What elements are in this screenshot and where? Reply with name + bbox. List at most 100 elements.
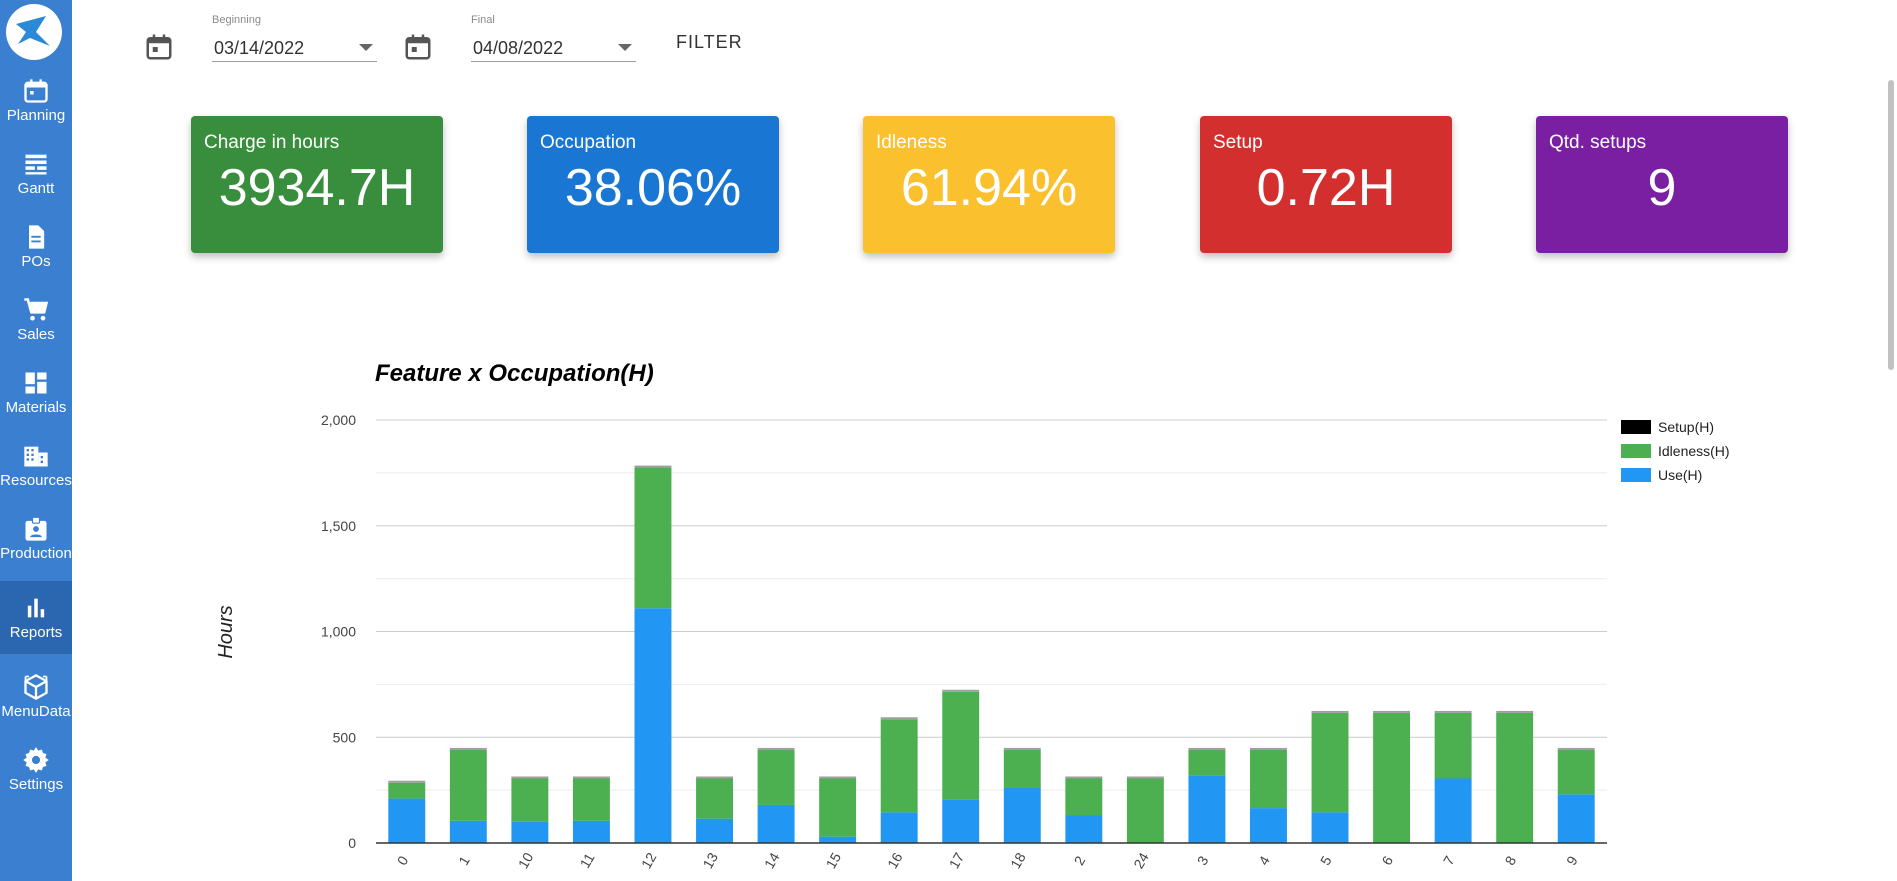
- x-tick-label: 2: [1071, 853, 1089, 868]
- final-calendar-icon[interactable]: [403, 32, 433, 62]
- bar-idlenessh-17[interactable]: [942, 691, 980, 800]
- sidebar-item-label: Reports: [9, 624, 63, 641]
- app-logo[interactable]: [6, 4, 62, 60]
- legend-swatch[interactable]: [1621, 444, 1651, 458]
- page-scrollbar[interactable]: [1888, 80, 1894, 370]
- bar-idlenessh-13[interactable]: [696, 778, 733, 819]
- gear-icon: [23, 747, 49, 773]
- bar-useh-14[interactable]: [757, 804, 795, 843]
- bar-idlenessh-6[interactable]: [1373, 712, 1411, 843]
- legend-label[interactable]: Idleness(H): [1658, 443, 1730, 459]
- bar-useh-3[interactable]: [1188, 775, 1226, 843]
- beginning-date-field[interactable]: Beginning 03/14/2022: [212, 14, 377, 62]
- x-tick-label: 8: [1501, 853, 1519, 868]
- bar-idlenessh-0[interactable]: [388, 782, 426, 799]
- x-tick-label: 1: [455, 853, 473, 868]
- bar-cap: [634, 465, 672, 468]
- final-date-field[interactable]: Final 04/08/2022: [471, 14, 636, 62]
- bar-idlenessh-3[interactable]: [1188, 749, 1226, 776]
- filter-button[interactable]: FILTER: [676, 32, 743, 52]
- bar-cap: [1434, 710, 1472, 713]
- sidebar-item-production[interactable]: Production: [0, 502, 72, 575]
- card-title: Qtd. setups: [1549, 132, 1647, 153]
- sidebar-item-materials[interactable]: Materials: [0, 356, 72, 429]
- x-tick-label: 16: [884, 850, 906, 872]
- bar-idlenessh-5[interactable]: [1311, 712, 1349, 813]
- chevron-down-icon[interactable]: [618, 44, 632, 51]
- bar-idlenessh-24[interactable]: [1126, 778, 1164, 843]
- sidebar-item-reports[interactable]: Reports: [0, 581, 72, 654]
- bar-useh-9[interactable]: [1557, 794, 1595, 843]
- bar-idlenessh-16[interactable]: [880, 719, 918, 813]
- bar-useh-2[interactable]: [1065, 815, 1103, 843]
- sidebar-item-label: MenuData: [1, 703, 71, 720]
- bar-cap: [511, 776, 549, 779]
- legend-swatch[interactable]: [1621, 420, 1651, 434]
- bar-idlenessh-9[interactable]: [1557, 749, 1595, 795]
- card-idleness: Idleness 61.94%: [863, 116, 1115, 253]
- bar-cap: [880, 717, 918, 720]
- beginning-calendar-icon[interactable]: [144, 32, 174, 62]
- legend-label[interactable]: Use(H): [1658, 467, 1702, 483]
- bar-useh-17[interactable]: [942, 799, 980, 843]
- sidebar-item-pos[interactable]: POs: [0, 210, 72, 283]
- sidebar-item-sales[interactable]: Sales: [0, 283, 72, 356]
- bar-idlenessh-11[interactable]: [572, 778, 610, 821]
- card-value: 0.72H: [1256, 159, 1396, 217]
- sidebar-item-resources[interactable]: Resources: [0, 429, 72, 502]
- bar-cap: [1496, 710, 1534, 713]
- card-value: 3934.7H: [218, 159, 416, 217]
- bar-useh-18[interactable]: [1003, 788, 1041, 843]
- feature-occupation-chart: Feature x Occupation(H) Hours 0 500 1,000 1…: [215, 360, 1730, 872]
- y-tick-label: 1,500: [321, 518, 356, 534]
- bar-cap: [819, 776, 857, 779]
- sidebar-item-label: Production: [0, 545, 72, 562]
- bar-cap: [449, 747, 487, 750]
- bar-cap: [1557, 747, 1595, 750]
- bar-idlenessh-2[interactable]: [1065, 778, 1103, 816]
- beginning-date-value[interactable]: 03/14/2022: [214, 38, 305, 58]
- card-qtd-setups: Qtd. setups 9: [1536, 116, 1788, 253]
- bar-cap: [1188, 747, 1226, 750]
- bar-useh-12[interactable]: [634, 608, 672, 843]
- bar-idlenessh-8[interactable]: [1496, 712, 1534, 843]
- bar-idlenessh-1[interactable]: [449, 749, 487, 821]
- building-icon: [24, 446, 48, 467]
- sidebar-item-label: Sales: [17, 326, 55, 343]
- bar-idlenessh-4[interactable]: [1250, 749, 1287, 809]
- x-tick-label: 9: [1563, 853, 1581, 868]
- bar-cap: [388, 780, 426, 783]
- cube-icon: [24, 673, 48, 701]
- bar-idlenessh-7[interactable]: [1434, 712, 1472, 779]
- bar-idlenessh-15[interactable]: [819, 778, 857, 837]
- bar-useh-16[interactable]: [880, 812, 918, 843]
- sidebar-item-gantt[interactable]: Gantt: [0, 137, 72, 210]
- bar-cap: [572, 776, 610, 779]
- bar-idlenessh-18[interactable]: [1003, 749, 1041, 789]
- bar-idlenessh-10[interactable]: [511, 778, 549, 822]
- legend-swatch[interactable]: [1621, 468, 1651, 482]
- sidebar-item-label: Gantt: [17, 180, 55, 197]
- bar-idlenessh-14[interactable]: [757, 749, 795, 805]
- bar-idlenessh-12[interactable]: [634, 467, 672, 609]
- sidebar-item-settings[interactable]: Settings: [0, 733, 72, 806]
- bar-useh-15[interactable]: [819, 836, 857, 843]
- bar-useh-10[interactable]: [511, 821, 549, 843]
- bar-cap: [1250, 747, 1287, 750]
- bar-useh-4[interactable]: [1250, 808, 1287, 843]
- bar-cap: [696, 776, 733, 779]
- final-date-value[interactable]: 04/08/2022: [473, 38, 564, 58]
- sidebar-item-planning[interactable]: Planning: [0, 64, 72, 137]
- legend-label[interactable]: Setup(H): [1658, 419, 1714, 435]
- bar-useh-11[interactable]: [572, 820, 610, 843]
- x-tick-label: 3: [1194, 853, 1212, 868]
- sidebar-item-menudata[interactable]: MenuData: [0, 660, 72, 733]
- bar-useh-5[interactable]: [1311, 812, 1349, 843]
- bar-useh-1[interactable]: [449, 820, 487, 843]
- bar-useh-7[interactable]: [1434, 778, 1472, 843]
- bar-useh-0[interactable]: [388, 798, 426, 843]
- bar-useh-13[interactable]: [696, 818, 733, 843]
- chevron-down-icon[interactable]: [359, 44, 373, 51]
- chart-ylabel: Hours: [215, 605, 237, 658]
